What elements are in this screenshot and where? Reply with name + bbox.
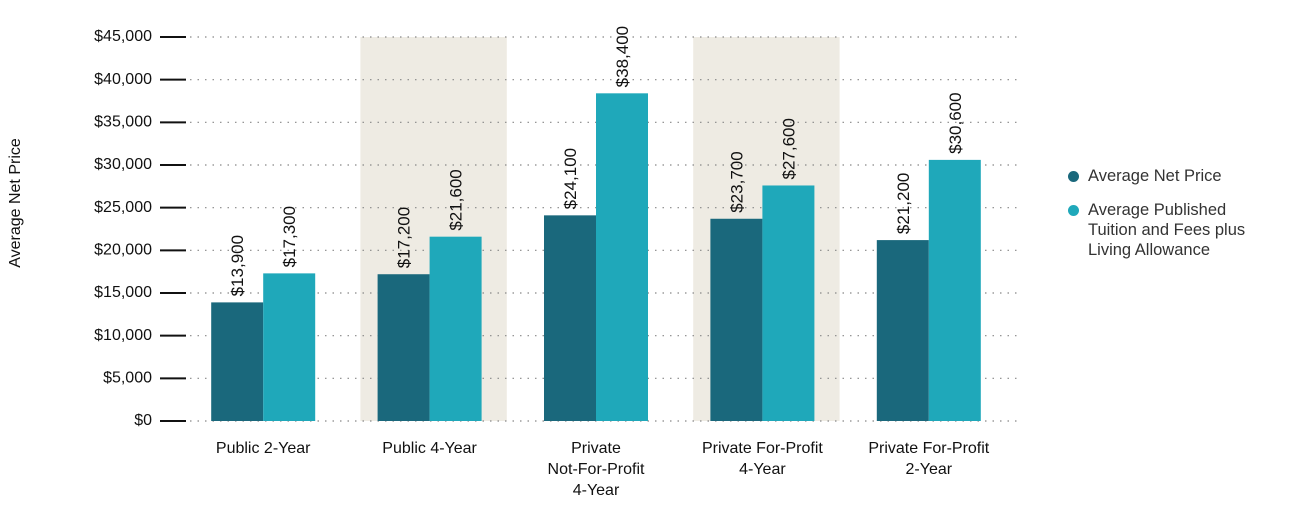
x-tick-label: Private For-Profit	[702, 440, 823, 457]
x-tick-label: Private For-Profit	[868, 440, 989, 457]
legend-label: Average Net Price	[1088, 167, 1222, 185]
value-label: $21,200	[894, 173, 913, 234]
legend-swatch	[1068, 205, 1079, 216]
legend: Average Net Price Average Published Tuiti…	[1068, 166, 1268, 274]
bar	[377, 274, 430, 421]
y-tick-label: $40,000	[94, 71, 152, 88]
x-tick-label: Public 2-Year	[216, 440, 311, 457]
value-label: $27,600	[779, 118, 798, 179]
value-label: $17,300	[280, 206, 299, 267]
value-label: $24,100	[561, 148, 580, 209]
legend-swatch	[1068, 171, 1079, 182]
value-label: $21,600	[447, 169, 466, 230]
bar	[596, 93, 648, 421]
y-tick-label: $35,000	[94, 114, 152, 131]
value-label: $30,600	[946, 92, 965, 153]
bar	[710, 218, 763, 421]
y-tick-label: $20,000	[94, 242, 152, 259]
y-tick-label: $15,000	[94, 284, 152, 301]
bar	[928, 159, 981, 421]
value-label: $17,200	[395, 207, 414, 268]
legend-item: Average Published Tuition and Fees plus …	[1068, 200, 1268, 260]
y-tick-label: $25,000	[94, 199, 152, 216]
y-tick-label: $5,000	[103, 370, 152, 387]
bar	[429, 236, 482, 421]
bar	[544, 215, 596, 421]
value-label: $13,900	[228, 235, 247, 296]
y-tick-label: $10,000	[94, 327, 152, 344]
x-tick-label: Private	[571, 440, 621, 457]
value-label: $23,700	[727, 151, 746, 212]
x-tick-label: 4-Year	[573, 482, 620, 499]
y-tick-label: $0	[134, 412, 152, 429]
bar	[263, 273, 316, 421]
legend-label: Average Published Tuition and Fees plus …	[1088, 201, 1246, 259]
x-tick-label: 4-Year	[739, 461, 786, 478]
legend-item: Average Net Price	[1068, 166, 1268, 186]
bar	[876, 240, 929, 421]
x-tick-label: Not-For-Profit	[548, 461, 645, 478]
x-tick-label: Public 4-Year	[382, 440, 477, 457]
bar	[211, 302, 264, 421]
x-tick-label: 2-Year	[906, 461, 953, 478]
value-label: $38,400	[613, 26, 632, 87]
bar	[762, 185, 815, 421]
y-tick-label: $45,000	[94, 28, 152, 45]
y-axis-label: Average Net Price	[7, 138, 24, 268]
y-tick-label: $30,000	[94, 156, 152, 173]
